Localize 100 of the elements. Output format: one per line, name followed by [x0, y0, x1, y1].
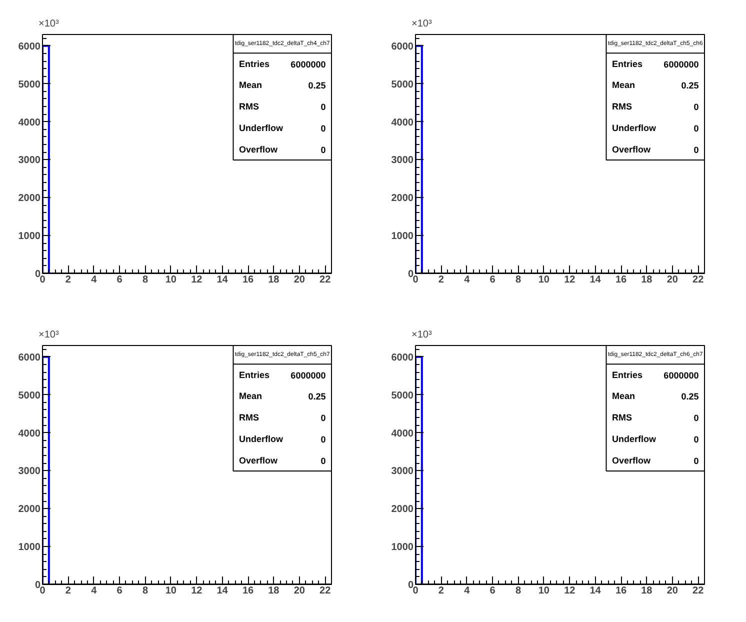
x-tick-label: 4: [91, 586, 98, 596]
y-tick-label: 5000: [18, 79, 41, 90]
annotation: 0: [320, 413, 326, 424]
x-tick-label: 18: [268, 586, 280, 596]
y-tick-label: 4000: [391, 117, 414, 128]
x-tick-label: 10: [538, 586, 550, 596]
y-axis-title: ×10³: [38, 18, 60, 30]
annotation: RMS: [239, 102, 260, 112]
y-tick-label: 6000: [391, 352, 414, 364]
x-tick-label: 16: [242, 586, 254, 596]
y-tick-label: 5000: [18, 390, 41, 402]
x-tick-label: 22: [692, 586, 704, 596]
annotation: Underflow: [239, 122, 284, 133]
x-tick-label: 18: [641, 274, 653, 286]
y-tick-label: 2000: [391, 193, 414, 204]
annotation: 0: [320, 123, 326, 134]
x-tick-label: 8: [515, 586, 522, 596]
annotation: 0: [694, 102, 699, 112]
y-tick-label: 2000: [18, 193, 41, 204]
annotation: 0: [320, 102, 326, 112]
x-tick-label: 16: [242, 274, 254, 286]
x-tick-label: 4: [464, 274, 470, 286]
x-tick-label: 2: [65, 274, 72, 286]
y-axis-title: ×10³: [412, 330, 432, 340]
annotation: 6000000: [664, 370, 699, 380]
x-tick-label: 12: [564, 274, 576, 286]
annotation: 0: [694, 144, 699, 155]
y-tick-label: 3000: [391, 155, 414, 166]
x-tick-label: 2: [438, 586, 444, 596]
annotation: 6000000: [290, 59, 326, 70]
x-tick-label: 22: [320, 586, 332, 596]
x-tick-label: 16: [615, 586, 628, 596]
annotation: 0: [320, 456, 326, 466]
y-tick-label: 3000: [18, 466, 41, 478]
y-tick-label: 4000: [18, 428, 41, 440]
annotation: 0.25: [308, 80, 326, 91]
y-tick-label: 1000: [18, 231, 41, 242]
x-tick-label: 6: [116, 586, 123, 596]
x-tick-label: 8: [142, 274, 148, 286]
x-tick-label: 6: [116, 274, 123, 286]
annotation: 0.25: [308, 392, 326, 402]
annotation: 0: [694, 123, 699, 134]
x-tick-label: 10: [538, 274, 550, 286]
annotation: Entries: [239, 370, 270, 380]
x-tick-label: 6: [490, 586, 496, 596]
annotation: Entries: [239, 58, 270, 69]
annotation: RMS: [239, 412, 260, 423]
x-tick-label: 4: [91, 274, 98, 286]
x-tick-label: 14: [590, 586, 602, 596]
annotation: RMS: [612, 412, 632, 423]
x-tick-label: 2: [65, 586, 72, 596]
annotation: 6000000: [664, 59, 699, 70]
annotation: 0.25: [681, 80, 699, 91]
y-tick-label: 1000: [391, 542, 414, 554]
annotation: Overflow: [239, 455, 279, 466]
x-tick-label: 2: [438, 274, 444, 286]
annotation: Underflow: [239, 434, 284, 444]
annotation: 0.25: [681, 392, 699, 402]
y-tick-label: 6000: [391, 41, 414, 52]
x-tick-label: 12: [191, 586, 203, 596]
y-tick-label: 1000: [18, 542, 41, 554]
annotation: 0: [694, 456, 699, 466]
x-tick-label: 12: [564, 586, 576, 596]
y-tick-label: 3000: [18, 155, 41, 166]
annotation: 6000000: [290, 370, 326, 380]
y-tick-label: 4000: [18, 117, 41, 128]
y-axis-title: ×10³: [38, 330, 60, 340]
x-tick-label: 16: [615, 274, 628, 286]
y-tick-label: 4000: [391, 428, 414, 440]
annotation: Mean: [239, 391, 262, 402]
annotation: RMS: [612, 102, 632, 112]
x-tick-label: 20: [666, 586, 678, 596]
x-tick-label: 10: [165, 274, 177, 286]
annotation: Overflow: [612, 144, 652, 154]
y-tick-label: 5000: [391, 390, 414, 402]
annotation: 0: [694, 413, 699, 424]
y-tick-label: 1000: [391, 231, 414, 242]
y-tick-label: 2000: [18, 504, 41, 516]
x-tick-label: 8: [142, 586, 148, 596]
x-tick-label: 14: [216, 274, 228, 286]
x-tick-label: 12: [191, 274, 203, 286]
x-tick-label: 22: [320, 274, 332, 286]
y-tick-label: 5000: [391, 79, 414, 90]
y-tick-label: 3000: [391, 466, 414, 478]
annotation: Entries: [612, 370, 643, 380]
annotation: 0: [320, 434, 326, 444]
x-tick-label: 18: [268, 274, 280, 286]
y-tick-label: 6000: [18, 41, 41, 52]
y-tick-label: 2000: [391, 504, 414, 516]
x-tick-label: 8: [515, 274, 522, 286]
annotation: 0: [320, 144, 326, 155]
annotation: Underflow: [612, 434, 658, 444]
x-tick-label: 14: [590, 274, 602, 286]
y-axis-title: ×10³: [412, 18, 432, 30]
x-tick-label: 22: [692, 274, 704, 286]
annotation: Mean: [612, 391, 636, 402]
x-tick-label: 20: [666, 274, 678, 286]
x-tick-label: 6: [490, 274, 496, 286]
annotation: 0: [694, 434, 699, 444]
annotation: Mean: [239, 80, 262, 90]
